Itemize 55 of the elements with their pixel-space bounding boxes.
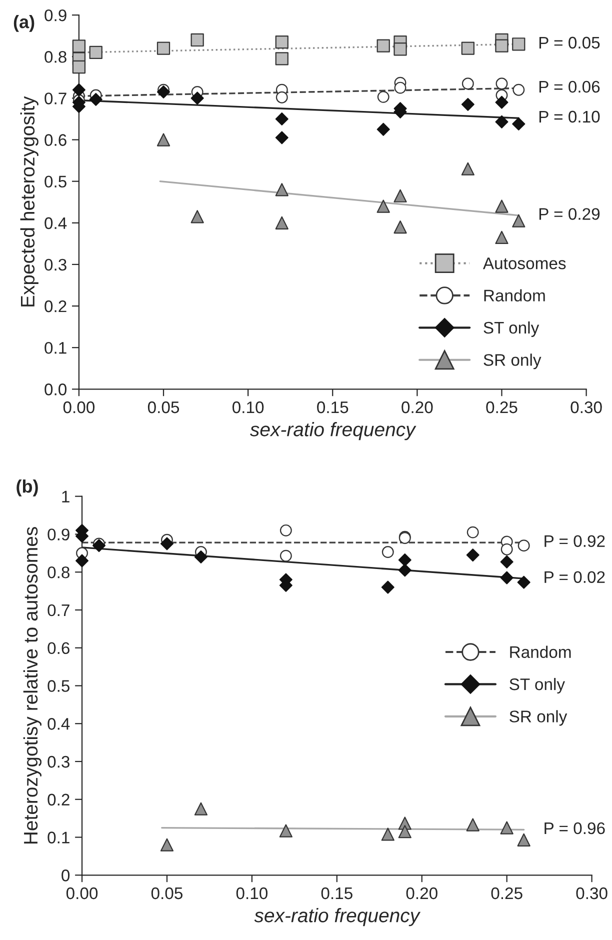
y-tick-label: 0.7 xyxy=(44,92,66,104)
legend-label: Autosomes xyxy=(482,258,566,270)
y-tick-label: 0.6 xyxy=(44,134,66,146)
x-tick-label: 0.25 xyxy=(486,401,518,414)
x-tick-label: 0.10 xyxy=(232,401,264,414)
legend-label: ST only xyxy=(484,321,540,337)
x-tick-label: 0.05 xyxy=(148,401,180,414)
annotation: P = 0.10 xyxy=(539,110,600,123)
y-tick-label: 0.9 xyxy=(44,9,66,22)
x-tick-label: 0.15 xyxy=(317,401,348,414)
y-tick-label: 0.8 xyxy=(44,51,66,63)
legend-label: ST only xyxy=(510,678,565,694)
x-tick-label: 0.15 xyxy=(321,887,352,900)
y-tick-label: 0.4 xyxy=(48,718,70,730)
y-tick-label: 0.1 xyxy=(48,832,70,844)
y-tick-label: 0.3 xyxy=(44,258,66,271)
y-tick-label: 0.7 xyxy=(48,604,70,616)
x-tick-label: 0.00 xyxy=(63,401,95,414)
y-tick-label: 0.9 xyxy=(48,528,70,540)
legend-label: SR only xyxy=(510,710,568,726)
annotation: P = 0.02 xyxy=(544,571,605,583)
annotation: P = 0.92 xyxy=(544,535,605,548)
annotation: P = 0.06 xyxy=(539,80,600,93)
y-tick-label: 0.3 xyxy=(48,756,70,768)
y-tick-label: 0.5 xyxy=(48,680,70,692)
x-axis-title: sex-ratio frequency xyxy=(250,422,416,440)
annotation: P = 0.96 xyxy=(544,822,605,834)
y-tick-label: 0.2 xyxy=(44,300,66,312)
y-axis-title: Heterozygotisy relative to autosomes xyxy=(23,527,42,844)
x-tick-label: 0.30 xyxy=(576,887,608,900)
x-tick-label: 0.00 xyxy=(66,887,98,900)
y-tick-label: 0.5 xyxy=(44,176,66,188)
x-tick-label: 0.20 xyxy=(402,401,433,414)
legend-label: Random xyxy=(484,289,545,302)
y-tick-label: 0.0 xyxy=(44,384,66,396)
annotation: P = 0.05 xyxy=(539,36,600,49)
y-tick-label: 0 xyxy=(62,870,70,882)
legend-label: Random xyxy=(510,646,571,658)
legend-label: SR only xyxy=(484,354,542,370)
x-tick-label: 0.25 xyxy=(491,887,522,900)
y-tick-label: 0.4 xyxy=(44,217,67,230)
x-axis-title: sex-ratio frequency xyxy=(254,908,421,926)
x-tick-label: 0.30 xyxy=(570,401,602,414)
chart-title: (a) xyxy=(14,15,34,32)
x-tick-label: 0.20 xyxy=(406,887,438,900)
y-tick-label: 0.1 xyxy=(44,342,66,354)
y-tick-label: 1 xyxy=(62,490,70,502)
x-tick-label: 0.05 xyxy=(151,887,182,900)
chart-title: (b) xyxy=(16,479,38,496)
y-tick-label: 0.2 xyxy=(48,794,70,806)
annotation: P = 0.29 xyxy=(539,208,600,220)
y-tick-label: 0.8 xyxy=(48,566,70,578)
y-tick-label: 0.6 xyxy=(48,642,70,654)
y-axis-title: Expected heterozygosity xyxy=(20,96,38,306)
x-tick-label: 0.10 xyxy=(236,887,268,900)
